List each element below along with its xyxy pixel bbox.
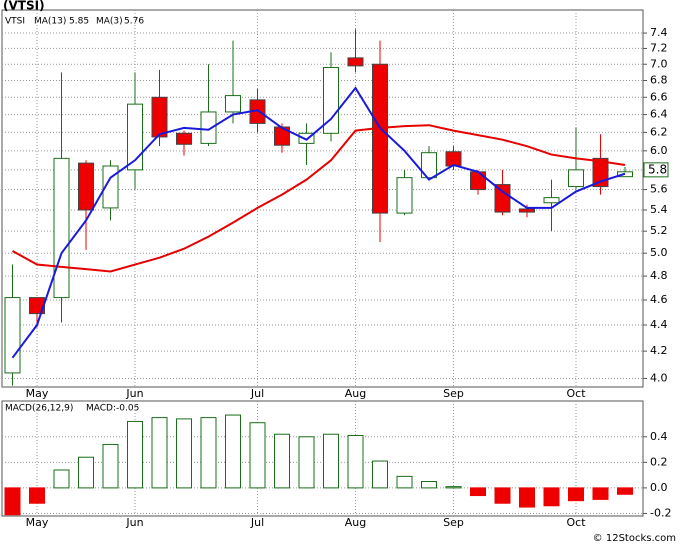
macd-bar bbox=[347, 435, 364, 489]
x-tick-label: May bbox=[26, 516, 49, 529]
macd-bar bbox=[298, 436, 315, 489]
y-tick-label: 6.0 bbox=[650, 144, 668, 157]
macd-bar bbox=[225, 414, 241, 489]
legend-label: MA(3) bbox=[96, 17, 123, 27]
macd-annotation: MACD:-0.05 bbox=[86, 404, 139, 414]
candle-body bbox=[568, 169, 584, 188]
ticker-label: VTSI bbox=[5, 17, 25, 27]
legend-value: 5.85 bbox=[69, 17, 89, 27]
macd-bar bbox=[592, 487, 609, 500]
macd-bar bbox=[78, 456, 94, 489]
macd-bar bbox=[4, 487, 21, 516]
x-tick-label: Oct bbox=[566, 516, 586, 529]
macd-bar bbox=[53, 469, 70, 489]
y-tick-label: 5.0 bbox=[650, 246, 668, 259]
macd-bar bbox=[568, 487, 584, 502]
candle-body bbox=[347, 57, 364, 67]
x-tick-label: Aug bbox=[345, 387, 366, 400]
y-tick-label: 4.8 bbox=[650, 269, 668, 282]
macd-bar bbox=[543, 487, 560, 507]
candle-body bbox=[53, 157, 70, 299]
macd-bar bbox=[445, 486, 462, 489]
candle-body bbox=[4, 297, 21, 374]
macd-bar bbox=[519, 487, 535, 508]
last-price-label: 5.8 bbox=[648, 162, 667, 176]
y-tick-label: 0.0 bbox=[650, 481, 668, 494]
candle-body bbox=[396, 177, 413, 214]
candle-body bbox=[445, 151, 462, 167]
y-tick-label: 4.2 bbox=[650, 344, 668, 357]
macd-bar bbox=[323, 433, 339, 489]
candle-body bbox=[470, 171, 486, 191]
macd-bar bbox=[151, 417, 168, 489]
candle-body bbox=[200, 111, 217, 144]
macd-bar bbox=[249, 422, 266, 489]
x-tick-label: Jul bbox=[250, 387, 264, 400]
y-tick-label: 4.6 bbox=[650, 293, 668, 306]
y-tick-label: -0.2 bbox=[650, 506, 671, 519]
y-tick-label: 6.6 bbox=[650, 90, 668, 103]
x-tick-label: Oct bbox=[566, 387, 586, 400]
y-tick-label: 5.2 bbox=[650, 224, 668, 237]
candle-body bbox=[102, 165, 119, 209]
x-tick-label: May bbox=[26, 387, 49, 400]
candle-body bbox=[78, 162, 94, 211]
x-tick-label: Jun bbox=[125, 516, 143, 529]
candle-body bbox=[543, 197, 560, 204]
macd-bar bbox=[29, 487, 45, 504]
macd-bar bbox=[200, 417, 217, 489]
candle-body bbox=[225, 95, 241, 113]
y-tick-label: 6.4 bbox=[650, 108, 668, 121]
y-tick-label: 5.4 bbox=[650, 203, 668, 216]
y-tick-label: 4.0 bbox=[650, 372, 668, 385]
legend-value: 5.76 bbox=[124, 17, 144, 27]
macd-bar bbox=[396, 475, 413, 489]
macd-bar bbox=[494, 487, 511, 504]
macd-bar bbox=[127, 420, 143, 489]
chart-title: (VTSI) bbox=[3, 0, 45, 13]
macd-bar bbox=[372, 460, 388, 489]
candle-body bbox=[323, 66, 339, 134]
macd-bar bbox=[617, 487, 633, 495]
y-tick-label: 5.6 bbox=[650, 183, 668, 196]
candle-body bbox=[298, 132, 315, 144]
y-tick-label: 6.2 bbox=[650, 125, 668, 138]
macd-bar bbox=[176, 418, 192, 489]
x-tick-label: Jun bbox=[125, 387, 143, 400]
candle-body bbox=[519, 208, 535, 213]
x-tick-label: Jul bbox=[250, 516, 264, 529]
candle-body bbox=[151, 96, 168, 138]
y-tick-label: 0.2 bbox=[650, 455, 668, 468]
macd-bar bbox=[274, 433, 290, 489]
candle-body bbox=[127, 103, 143, 171]
ma-line bbox=[11, 86, 626, 359]
macd-bar bbox=[470, 487, 486, 497]
macd-title: MACD(26,12,9) bbox=[5, 404, 73, 414]
last-price-box bbox=[643, 162, 669, 178]
y-tick-label: 0.4 bbox=[650, 430, 668, 443]
macd-bar bbox=[421, 481, 437, 489]
ma-line bbox=[12, 124, 626, 273]
x-tick-label: Aug bbox=[345, 516, 366, 529]
x-tick-label: Sep bbox=[443, 516, 464, 529]
legend-label: MA(13) bbox=[34, 17, 66, 27]
x-tick-label: Sep bbox=[443, 387, 464, 400]
candle-body bbox=[421, 152, 437, 179]
footer: © 12Stocks.com bbox=[593, 533, 676, 544]
y-tick-label: 7.2 bbox=[650, 41, 668, 54]
y-tick-label: 4.4 bbox=[650, 318, 668, 331]
y-tick-label: 6.8 bbox=[650, 74, 668, 87]
candle-body bbox=[176, 132, 192, 145]
y-tick-label: 7.4 bbox=[650, 26, 668, 39]
y-tick-label: 7.0 bbox=[650, 57, 668, 70]
candle-body bbox=[372, 63, 388, 214]
candle-body bbox=[494, 184, 511, 213]
macd-bar bbox=[102, 443, 119, 489]
